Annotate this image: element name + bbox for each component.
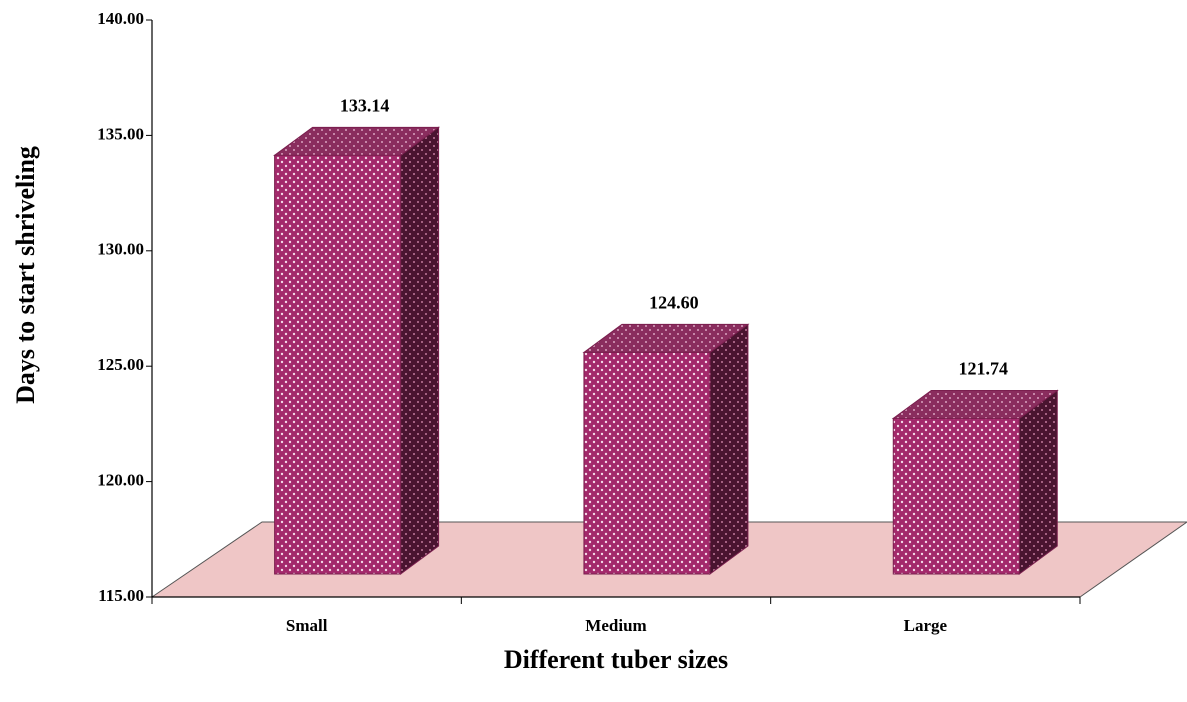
bar <box>582 323 750 575</box>
bar-side <box>400 126 440 575</box>
bar-front <box>892 417 1020 575</box>
y-axis-title: Days to start shriveling <box>11 146 40 404</box>
value-label: 121.74 <box>959 359 1009 379</box>
y-tick-label: 135.00 <box>97 124 144 143</box>
bar-front <box>583 351 711 575</box>
y-tick-label: 125.00 <box>97 355 144 374</box>
value-label: 133.14 <box>340 95 390 115</box>
value-label: 124.60 <box>649 293 699 313</box>
x-tick-label: Large <box>904 616 948 635</box>
y-tick-label: 140.00 <box>97 9 144 28</box>
bar-side <box>1018 389 1058 575</box>
x-tick-label: Medium <box>585 616 646 635</box>
bar-front <box>274 154 402 575</box>
x-tick-label: Small <box>286 616 328 635</box>
bar-side <box>709 323 749 575</box>
bar <box>273 126 441 575</box>
bar <box>891 389 1059 575</box>
y-tick-label: 120.00 <box>97 471 144 490</box>
y-tick-label: 130.00 <box>97 240 144 259</box>
x-axis-title: Different tuber sizes <box>504 645 728 674</box>
y-tick-label: 115.00 <box>98 586 144 605</box>
